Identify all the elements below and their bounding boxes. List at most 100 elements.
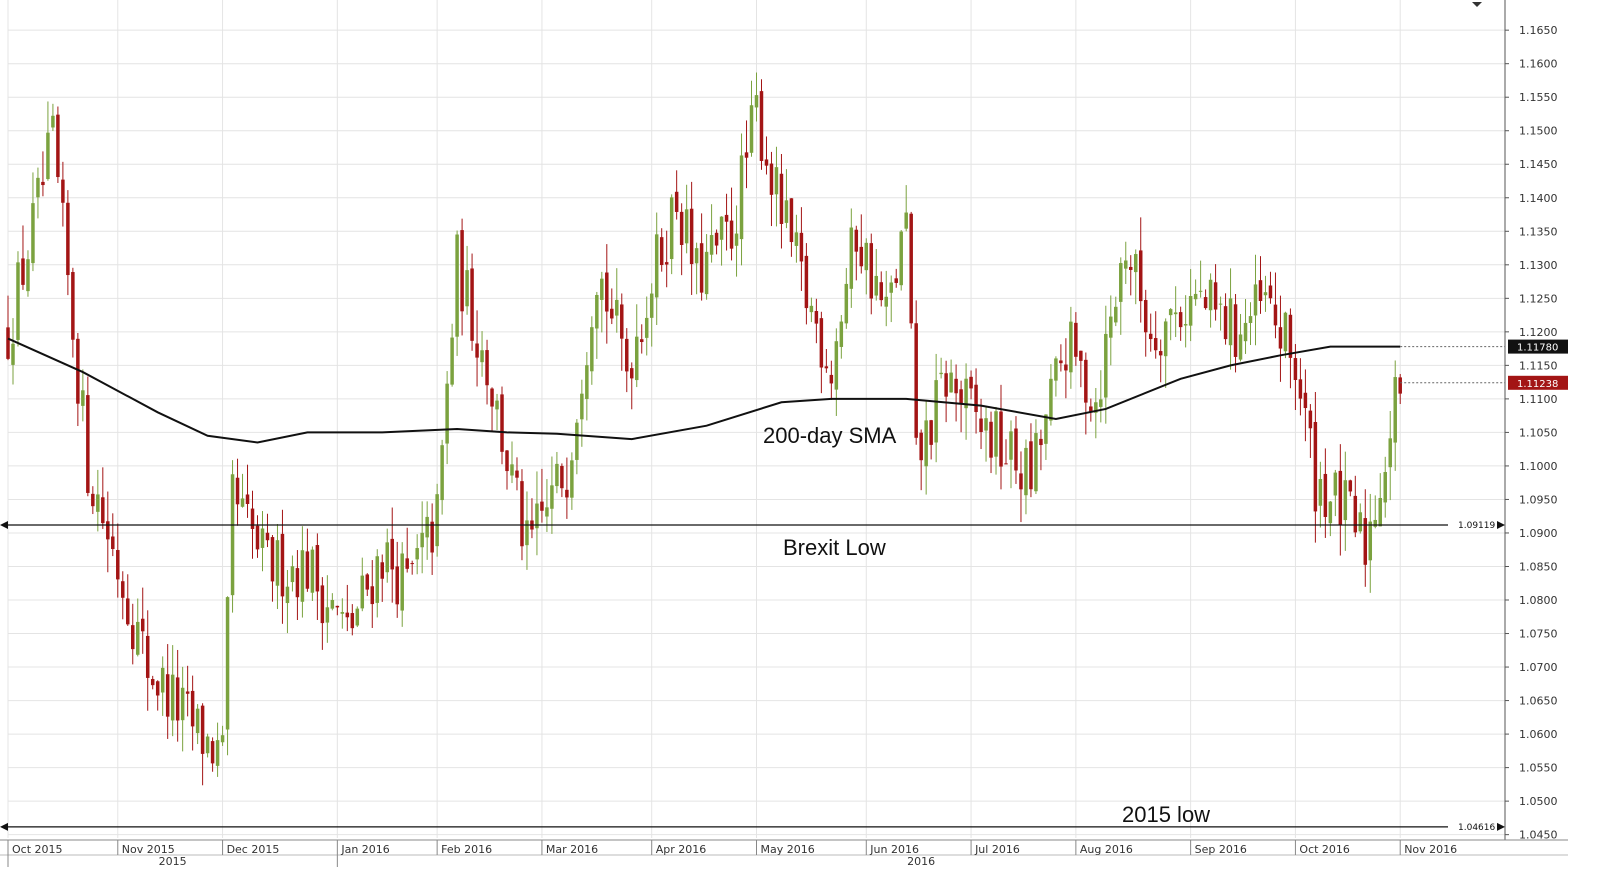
y-axis: 1.0450 1.0500 1.0550 1.0600 1.0650 1.0700 1.07… <box>1504 0 1558 842</box>
chart-container[interactable]: 1.09119 1.04616 1.0450 1.0500 1.0550 1.0600 1… <box>0 0 1568 867</box>
candle-body <box>245 494 250 504</box>
candle-body <box>814 311 819 324</box>
candle-body <box>1363 518 1368 565</box>
candle-body <box>315 545 320 592</box>
y-tick-label: 1.1450 <box>1519 158 1558 171</box>
candle-body <box>270 537 275 582</box>
candle-body <box>1388 438 1392 468</box>
candle-body <box>764 159 769 166</box>
candle-body <box>615 299 619 316</box>
candle-body <box>610 308 614 319</box>
year-label: 2016 <box>907 855 935 867</box>
candle-body <box>1288 314 1293 358</box>
y-tick-label: 1.0600 <box>1519 728 1558 741</box>
candle-body <box>1348 480 1353 492</box>
candle-body <box>425 516 429 538</box>
candle-body <box>1049 378 1053 421</box>
candle-body <box>81 390 85 406</box>
candle-body <box>140 618 145 632</box>
candle-body <box>989 421 993 458</box>
candle-body <box>974 384 978 413</box>
candle-body <box>1163 321 1168 357</box>
candle-body <box>1283 312 1288 352</box>
candle-body <box>11 343 15 365</box>
candle-body <box>1109 316 1113 338</box>
candle-body <box>1298 379 1303 399</box>
candle-body <box>809 305 814 313</box>
candle-body <box>1133 254 1138 273</box>
candle-body <box>769 163 774 195</box>
candle-body <box>220 735 225 743</box>
candle-body <box>66 202 70 276</box>
candle-body <box>969 376 973 389</box>
candle-body <box>669 197 674 260</box>
candle-body <box>106 521 110 540</box>
candle-body <box>375 556 380 603</box>
candle-body <box>255 525 260 550</box>
candle-body <box>1308 410 1313 429</box>
candle-body <box>225 597 230 730</box>
candle-body <box>625 338 629 372</box>
y-tick-label: 1.1000 <box>1519 460 1558 473</box>
candle-body <box>235 477 240 505</box>
candle-body <box>1014 428 1018 471</box>
candle-body <box>749 105 754 153</box>
candle-body <box>440 445 444 501</box>
candle-body <box>1268 285 1273 299</box>
candle-body <box>699 243 704 293</box>
candle-body <box>420 532 424 548</box>
sma-label: 200-day SMA <box>763 423 897 448</box>
candle-body <box>116 550 120 580</box>
candle-body <box>51 115 55 128</box>
candle-body <box>6 327 10 359</box>
candle-body <box>779 173 784 224</box>
level-left-arrow-icon <box>0 822 8 831</box>
candle-body <box>714 232 719 246</box>
candle-body <box>540 501 544 511</box>
collapse-arrow-icon[interactable] <box>1472 2 1482 7</box>
candle-body <box>71 272 75 340</box>
candle-body <box>545 507 549 517</box>
candle-body <box>550 485 554 509</box>
candle-body <box>1318 479 1323 506</box>
candle-body <box>1208 279 1213 311</box>
grid <box>7 0 1505 838</box>
candle-body <box>445 383 449 444</box>
candle-body <box>1034 433 1038 492</box>
y-tick-label: 1.1050 <box>1519 426 1558 439</box>
candle-body <box>345 612 350 618</box>
y-tick-label: 1.1400 <box>1519 192 1558 205</box>
price-tags: 1.11780 1.11238 <box>1400 339 1568 390</box>
y-tick-label: 1.0850 <box>1519 560 1558 573</box>
candle-body <box>580 393 584 420</box>
candle-body <box>390 538 394 570</box>
x-tick-label: Jul 2016 <box>974 843 1020 856</box>
x-tick-label: Feb 2016 <box>441 843 492 856</box>
candle-body <box>1343 480 1348 521</box>
candle-body <box>844 283 849 324</box>
candle-body <box>1333 472 1338 496</box>
candle-body <box>1009 431 1013 460</box>
y-tick-label: 1.1300 <box>1519 259 1558 272</box>
candle-body <box>280 533 285 597</box>
candle-body <box>879 282 883 301</box>
x-tick-label: Jan 2016 <box>340 843 389 856</box>
candle-body <box>96 494 100 512</box>
candle-body <box>480 350 484 363</box>
candle-body <box>999 411 1003 467</box>
y-tick-label: 1.1550 <box>1519 91 1558 104</box>
candle-body <box>1193 293 1198 300</box>
candle-body <box>804 255 809 309</box>
candle-body <box>165 674 170 717</box>
candle-body <box>909 213 913 324</box>
candle-body <box>849 227 854 289</box>
last-price-tag-box <box>1508 375 1568 390</box>
candle-body <box>759 91 764 161</box>
candle-body <box>200 705 205 754</box>
x-tick-label: Nov 2016 <box>1404 843 1457 856</box>
candle-body <box>1054 358 1058 381</box>
candle-body <box>1173 312 1178 315</box>
candle-body <box>1223 306 1228 340</box>
candle-body <box>1238 334 1243 360</box>
